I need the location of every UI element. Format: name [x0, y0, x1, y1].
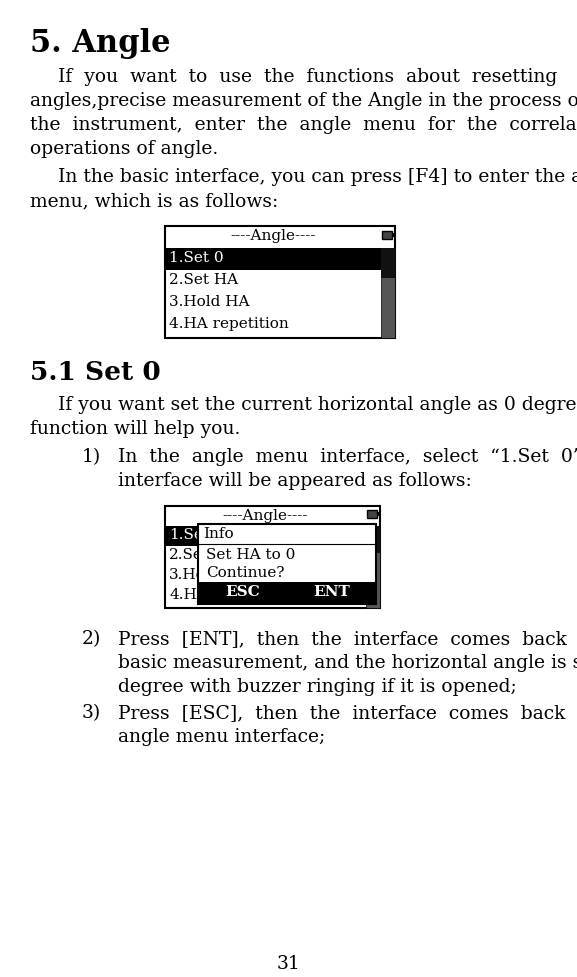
- Text: 4.HA: 4.HA: [169, 588, 208, 602]
- Text: 2): 2): [82, 630, 102, 648]
- Text: If  you  want  to  use  the  functions  about  resetting: If you want to use the functions about r…: [58, 68, 557, 86]
- Bar: [165, 506, 380, 608]
- Text: the  instrument,  enter  the  angle  menu  for  the  correlation: the instrument, enter the angle menu for…: [30, 116, 577, 134]
- Text: 4.HA repetition: 4.HA repetition: [169, 317, 288, 331]
- Bar: [366, 526, 380, 553]
- Text: 3): 3): [82, 704, 101, 722]
- Text: 3.Ho: 3.Ho: [169, 568, 206, 582]
- Bar: [392, 233, 394, 237]
- Text: 1.Se: 1.Se: [169, 528, 203, 542]
- Text: 5. Angle: 5. Angle: [30, 28, 171, 59]
- Text: 1.Set 0: 1.Set 0: [169, 251, 224, 265]
- Text: ----Angle----: ----Angle----: [230, 229, 316, 243]
- Bar: [382, 231, 392, 239]
- Text: Set HA to 0: Set HA to 0: [206, 548, 295, 562]
- Text: ENT: ENT: [313, 585, 350, 599]
- Bar: [366, 526, 380, 608]
- Bar: [367, 510, 377, 518]
- Text: Info: Info: [203, 527, 234, 541]
- Text: 5.1 Set 0: 5.1 Set 0: [30, 360, 161, 385]
- Bar: [287, 582, 376, 604]
- Text: 2.Set HA: 2.Set HA: [169, 273, 238, 287]
- Bar: [381, 248, 395, 278]
- Bar: [165, 226, 395, 338]
- Bar: [381, 248, 395, 338]
- Bar: [165, 526, 366, 546]
- Text: Press  [ESC],  then  the  interface  comes  back  to  the: Press [ESC], then the interface comes ba…: [118, 704, 577, 722]
- Text: operations of angle.: operations of angle.: [30, 140, 218, 158]
- Text: ESC: ESC: [225, 585, 260, 599]
- Text: 2.Se: 2.Se: [169, 548, 203, 562]
- Text: interface will be appeared as follows:: interface will be appeared as follows:: [118, 472, 472, 490]
- Text: Continue?: Continue?: [206, 566, 284, 580]
- Text: degree with buzzer ringing if it is opened;: degree with buzzer ringing if it is open…: [118, 678, 517, 696]
- Text: angle menu interface;: angle menu interface;: [118, 728, 325, 746]
- Bar: [377, 512, 379, 516]
- Text: If you want set the current horizontal angle as 0 degree, this: If you want set the current horizontal a…: [58, 396, 577, 414]
- Text: In  the  angle  menu  interface,  select  “1.Set  0”,then  a: In the angle menu interface, select “1.S…: [118, 448, 577, 466]
- Text: 3.Hold HA: 3.Hold HA: [169, 295, 249, 309]
- Text: menu, which is as follows:: menu, which is as follows:: [30, 192, 278, 210]
- Text: ----Angle----: ----Angle----: [223, 509, 308, 523]
- Text: basic measurement, and the horizontal angle is set as 0: basic measurement, and the horizontal an…: [118, 654, 577, 672]
- Text: angles,precise measurement of the Angle in the process of using: angles,precise measurement of the Angle …: [30, 92, 577, 110]
- Bar: [165, 248, 381, 270]
- Bar: [198, 524, 376, 604]
- Bar: [198, 582, 287, 604]
- Text: In the basic interface, you can press [F4] to enter the angle: In the basic interface, you can press [F…: [58, 168, 577, 186]
- Text: function will help you.: function will help you.: [30, 420, 241, 438]
- Text: 1): 1): [82, 448, 101, 466]
- Text: 31: 31: [276, 955, 301, 973]
- Text: Press  [ENT],  then  the  interface  comes  back  to  the: Press [ENT], then the interface comes ba…: [118, 630, 577, 648]
